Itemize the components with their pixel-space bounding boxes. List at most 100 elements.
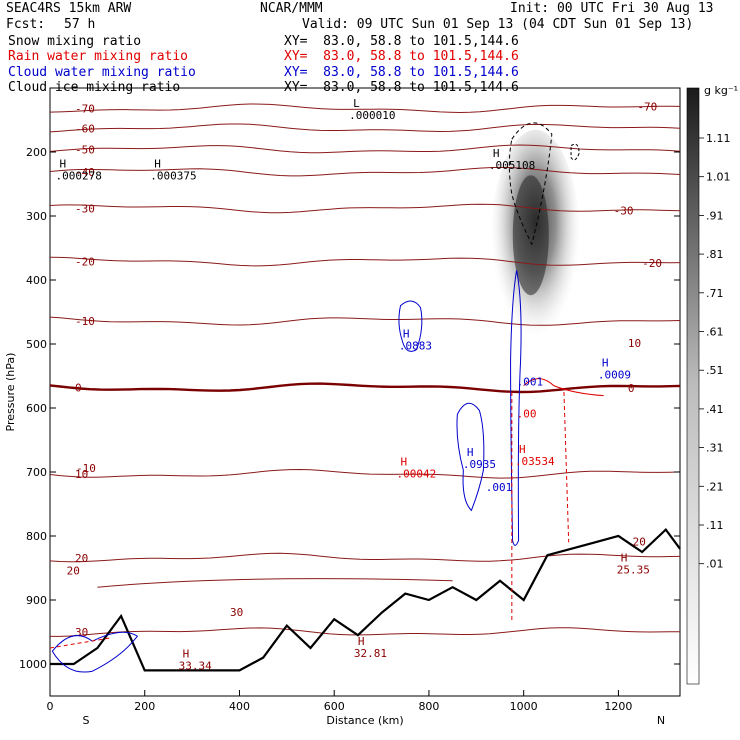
y-tick-label: 300 bbox=[26, 210, 47, 223]
extrema-value: 25.35 bbox=[617, 564, 650, 577]
isotherm-label: -10 bbox=[75, 315, 95, 328]
extrema-value: .0935 bbox=[463, 458, 496, 471]
contour-label: .001 bbox=[486, 481, 512, 494]
extrema-marker: H bbox=[493, 147, 500, 160]
field-cloud-water-xy: XY= 83.0, 58.8 to 101.5,144.6 bbox=[284, 65, 519, 80]
center-label: NCAR/MMM bbox=[260, 1, 323, 16]
colorbar-label: .61 bbox=[706, 326, 724, 339]
field-rain-label: Rain water mixing ratio bbox=[8, 49, 189, 64]
extrema-value: .00042 bbox=[397, 468, 437, 481]
y-tick-label: 900 bbox=[26, 594, 47, 607]
isotherm-line bbox=[49, 123, 681, 133]
isotherm-label: 10 bbox=[75, 468, 88, 481]
y-tick-label: 600 bbox=[26, 402, 47, 415]
model-title: SEAC4RS 15km ARW bbox=[6, 1, 132, 16]
isotherm-label: -50 bbox=[75, 143, 95, 156]
extrema-value: .000010 bbox=[349, 109, 395, 122]
extrema-marker: H bbox=[401, 456, 408, 469]
colorbar-label: .51 bbox=[706, 364, 724, 377]
isotherm-label: -70 bbox=[75, 102, 95, 115]
field-rain-xy: XY= 83.0, 58.8 to 101.5,144.6 bbox=[284, 49, 519, 64]
y-axis-label: Pressure (hPa) bbox=[4, 353, 17, 432]
cloud-ice-contour bbox=[508, 122, 553, 246]
extrema-value: .000278 bbox=[55, 169, 101, 182]
rain-contour bbox=[511, 391, 570, 623]
y-tick-label: 1000 bbox=[19, 658, 47, 671]
forecast-label: Fcst: bbox=[6, 17, 46, 32]
cloud-water-contour bbox=[51, 631, 139, 673]
isotherm-line bbox=[49, 256, 681, 267]
contour-label: 30 bbox=[230, 606, 243, 619]
extrema-marker: H bbox=[467, 446, 474, 459]
isotherm-label: 0 bbox=[75, 382, 82, 395]
contour-label: -20 bbox=[642, 257, 662, 270]
isotherm-label: -30 bbox=[75, 202, 95, 215]
isotherm-line bbox=[49, 103, 681, 114]
colorbar-label: .41 bbox=[706, 403, 724, 416]
contour-label: -30 bbox=[614, 205, 634, 218]
isotherm-closed bbox=[97, 578, 453, 588]
isotherm-line bbox=[49, 166, 681, 177]
x-tick-label: 1200 bbox=[604, 700, 632, 713]
cloud-water-contour bbox=[398, 300, 423, 352]
forecast-hours: 57 h bbox=[64, 17, 96, 32]
isotherm-line bbox=[49, 468, 681, 479]
y-tick-label: 800 bbox=[26, 530, 47, 543]
x-axis-label: Distance (km) bbox=[326, 714, 403, 727]
extrema-value: .03534 bbox=[515, 455, 555, 468]
init-time: Init: 00 UTC Fri 30 Aug 13 bbox=[510, 1, 714, 16]
colorbar-label: .81 bbox=[706, 248, 724, 261]
contour-label: 0 bbox=[628, 382, 635, 395]
isotherm-line bbox=[50, 627, 680, 637]
contour-label: 10 bbox=[628, 337, 641, 350]
extrema-marker: H bbox=[59, 157, 66, 170]
rain-contour bbox=[523, 378, 604, 397]
cloud-water-contour bbox=[456, 402, 485, 512]
extrema-value: .000375 bbox=[150, 169, 196, 182]
isotherm-label: -20 bbox=[75, 255, 95, 268]
field-snow-xy: XY= 83.0, 58.8 to 101.5,144.6 bbox=[284, 34, 519, 49]
isotherm-label: -60 bbox=[75, 122, 95, 135]
x-tick-label: 1000 bbox=[510, 700, 538, 713]
colorbar-label: 1.01 bbox=[706, 171, 731, 184]
isotherm-line bbox=[49, 144, 681, 154]
extrema-marker: L bbox=[353, 97, 360, 110]
snow-shading-core bbox=[512, 175, 549, 296]
isotherm-line bbox=[49, 203, 681, 214]
extrema-marker: H bbox=[602, 356, 609, 369]
extrema-marker: H bbox=[519, 443, 526, 456]
y-tick-label: 200 bbox=[26, 146, 47, 159]
colorbar-unit: g kg⁻¹ bbox=[704, 84, 738, 97]
field-snow-label: Snow mixing ratio bbox=[8, 34, 142, 49]
colorbar-label: .31 bbox=[706, 442, 724, 455]
x-tick-label: 600 bbox=[324, 700, 345, 713]
x-tick-label: 0 bbox=[47, 700, 54, 713]
colorbar-label: 1.11 bbox=[706, 132, 731, 145]
colorbar-label: .01 bbox=[706, 558, 724, 571]
extrema-value: .0883 bbox=[399, 340, 432, 353]
y-tick-label: 400 bbox=[26, 274, 47, 287]
x-tick-label: 200 bbox=[134, 700, 155, 713]
rain-contour bbox=[49, 637, 111, 649]
south-endpoint: S bbox=[83, 714, 90, 727]
contour-label: 20 bbox=[633, 536, 646, 549]
contour-label: 20 bbox=[67, 564, 80, 577]
y-tick-label: 500 bbox=[26, 338, 47, 351]
x-tick-label: 800 bbox=[418, 700, 439, 713]
extrema-marker: H bbox=[621, 552, 628, 565]
contour-label: -10 bbox=[76, 462, 96, 475]
contour-label: .001 bbox=[517, 376, 544, 389]
contour-label: -70 bbox=[637, 100, 657, 113]
colorbar-label: .21 bbox=[706, 480, 724, 493]
extrema-value: 32.81 bbox=[354, 647, 387, 660]
isotherm-line bbox=[49, 316, 681, 326]
contour-label: .00 bbox=[517, 408, 537, 421]
colorbar-label: .71 bbox=[706, 287, 724, 300]
extrema-marker: H bbox=[403, 328, 410, 341]
plot-frame bbox=[49, 87, 681, 697]
isotherm-line bbox=[49, 382, 681, 394]
cloud-water-contour bbox=[510, 270, 522, 546]
x-tick-label: 400 bbox=[229, 700, 250, 713]
valid-time: Valid: 09 UTC Sun 01 Sep 13 (04 CDT Sun … bbox=[302, 17, 694, 32]
